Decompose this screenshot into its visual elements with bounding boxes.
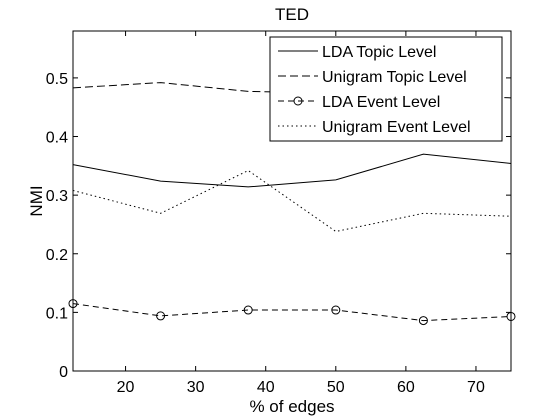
legend-item: LDA Event Level	[278, 94, 440, 111]
y-tick-label: 0.2	[46, 247, 68, 264]
y-tick-label: 0.5	[46, 71, 68, 88]
x-tick-label: 30	[187, 379, 205, 396]
series-lda-topic-level	[72, 153, 512, 188]
data-point	[331, 305, 341, 315]
x-tick-label: 20	[117, 379, 135, 396]
x-axis-title: % of edges	[249, 397, 334, 416]
y-tick-label: 0.4	[46, 130, 68, 147]
series-line	[72, 153, 512, 188]
legend-box	[269, 36, 503, 142]
legend-item: Unigram Topic Level	[278, 69, 467, 86]
data-point	[156, 311, 166, 321]
y-tick-label: 0.1	[46, 305, 68, 322]
data-point	[418, 316, 428, 326]
y-tick-label: 0	[59, 364, 68, 381]
legend-label: LDA Topic Level	[322, 44, 436, 61]
legend-label: Unigram Topic Level	[322, 69, 467, 86]
y-tick-label: 0.3	[46, 188, 68, 205]
chart-title: TED	[275, 5, 309, 24]
legend-item: LDA Topic Level	[278, 44, 436, 61]
legend: LDA Topic Level Unigram Topic Level LDA Ev…	[269, 36, 503, 142]
data-point	[68, 299, 78, 309]
legend-label: LDA Event Level	[322, 94, 440, 111]
data-point	[243, 305, 253, 315]
x-tick-label: 40	[257, 379, 275, 396]
axis-ticks: 20 30 40 50 60 70 0 0.1 0.2 0.3 0.4 0.5	[46, 31, 511, 396]
x-tick-label: 70	[467, 379, 485, 396]
series-lda-event-level	[68, 299, 516, 326]
x-tick-label: 60	[397, 379, 415, 396]
legend-item: Unigram Event Level	[278, 119, 471, 136]
data-point	[506, 311, 516, 321]
legend-marker	[293, 96, 303, 106]
series-line	[72, 303, 512, 322]
y-axis-title: NMI	[27, 185, 46, 216]
legend-label: Unigram Event Level	[322, 119, 471, 136]
x-tick-label: 50	[327, 379, 345, 396]
